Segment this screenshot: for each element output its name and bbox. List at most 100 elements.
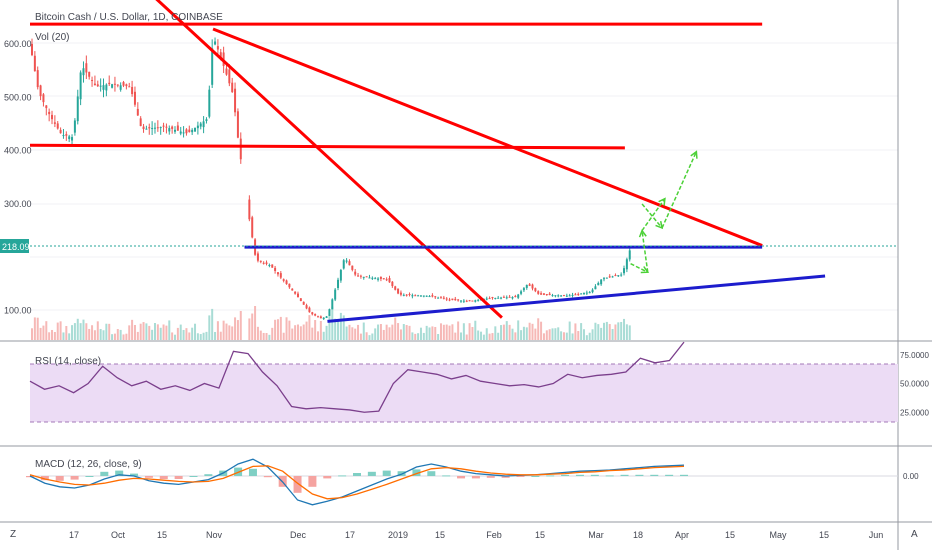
candle-body [251,217,254,238]
volume-bar [79,323,82,340]
volume-bar [296,324,299,340]
volume-title: Vol (20) [35,32,69,43]
candle-body [176,125,179,131]
time-tick-label: 17 [345,530,355,540]
volume-bar [419,327,422,340]
candle-body [603,278,605,280]
volume-bar [302,324,305,340]
projection-arrow [641,198,666,232]
volume-bar [153,323,156,340]
candle-body [76,96,79,122]
candle-body [485,298,488,300]
volume-bar [511,328,514,340]
candle-body [371,277,374,279]
candle-body [262,262,265,264]
candle-body [505,297,508,299]
projection-arrow [641,230,649,273]
auto-scale-button[interactable]: A [911,529,918,540]
volume-bar [165,325,168,340]
volume-bar [76,318,79,340]
candle-body [474,300,477,302]
candle-body [597,282,600,286]
macd-histogram-bar [442,475,451,477]
volume-bar [219,331,222,340]
macd-histogram-bar [516,476,525,477]
volume-bar [485,328,488,340]
macd-histogram-bar [85,476,94,477]
volume-bar [608,324,611,340]
candle-body [325,316,328,318]
volume-bar [288,320,291,340]
candle-body [399,292,402,295]
volume-bar [42,325,45,340]
volume-bar [565,332,568,340]
macd-histogram-bar [159,476,168,479]
volume-bar [31,328,33,340]
volume-bar [116,329,119,340]
time-tick-label: Mar [588,530,604,540]
candle-body [199,123,202,127]
candle-body [551,295,554,297]
volume-bar [314,320,317,340]
candle-body [216,46,219,50]
candle-body [116,84,119,86]
candle-body [537,291,540,294]
volume-bar [108,323,111,340]
candle-body [331,299,334,310]
candle-body [405,294,408,296]
candle-body [574,294,577,296]
volume-bar [399,329,402,340]
volume-bar [251,313,254,340]
volume-bar [365,332,368,340]
volume-bar [520,330,523,340]
candle-body [65,134,68,136]
volume-bar [577,331,580,340]
candle-body [623,268,626,274]
volume-bar [142,322,145,340]
macd-histogram-bar [665,474,674,476]
candle-body [540,293,543,295]
candle-body [465,300,468,302]
candle-body [171,126,174,129]
volume-bar [402,324,405,340]
volume-bar [136,331,139,340]
volume-bar [480,331,483,340]
candle-body [91,79,94,82]
candle-body [434,296,437,298]
price-axis: 600.00 500.00 400.00 300.00 100.00 [4,39,32,316]
candle-body [148,127,151,129]
candle-body [68,136,71,140]
volume-bar [457,321,460,340]
volume-bar [125,333,128,340]
candle-body [179,131,182,134]
volume-bar [442,324,445,340]
macd-histogram-bar [457,476,466,479]
timezone-button[interactable]: Z [10,529,16,540]
candle-body [194,127,197,132]
volume-bar [591,329,594,340]
volume-bar [348,324,351,340]
candle-body [85,63,88,73]
macd-histogram-bar [635,474,644,476]
candle-body [488,298,491,300]
candle-body [428,296,431,298]
volume-bar [397,323,400,340]
volume-bar [68,333,71,340]
candle-body [391,281,394,287]
volume-bar [51,329,54,340]
rsi-tick-label: 50.0000 [900,380,929,389]
volume-bar [262,332,265,340]
volume-bar [471,327,474,340]
volume-bar [308,315,311,340]
volume-bar [176,327,179,340]
volume-bar [259,330,262,340]
volume-bar [337,321,340,340]
volume-bar [462,323,465,340]
volume-bar [88,328,91,340]
candle-body [319,316,322,319]
trendline-red [29,143,625,150]
candle-body [414,295,417,297]
volume-bar [362,322,365,340]
macd-histogram-bar [367,471,376,476]
